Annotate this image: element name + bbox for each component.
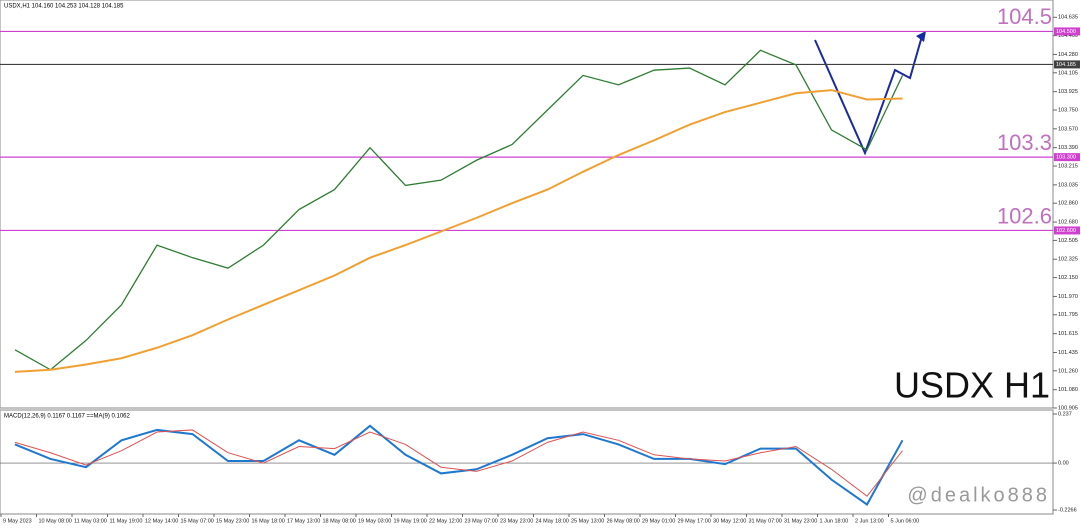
level-label-box bbox=[1054, 27, 1080, 36]
x-tick-label: 25 May 13:00 bbox=[571, 518, 604, 524]
series-line bbox=[14, 89, 903, 373]
y-tick-label: 101.080 bbox=[1058, 387, 1078, 393]
x-tick-label: 26 May 08:00 bbox=[607, 518, 640, 524]
y-tick-label: 103.035 bbox=[1058, 182, 1078, 188]
y-tick-label: 101.435 bbox=[1058, 350, 1078, 356]
y-tick-label: 103.570 bbox=[1058, 126, 1078, 132]
y-tick-label: 102.325 bbox=[1058, 257, 1078, 263]
series-line bbox=[14, 49, 904, 371]
x-tick-label: 29 May 01:00 bbox=[642, 518, 675, 524]
x-tick-label: 29 May 17:00 bbox=[678, 518, 711, 524]
x-tick-label: 31 May 23:00 bbox=[784, 518, 817, 524]
level-annotation: 103.3 bbox=[997, 130, 1052, 155]
chart-title: USDX H1 bbox=[894, 365, 1050, 406]
x-tick-label: 18 May 08:00 bbox=[323, 518, 356, 524]
x-tick-label: 23 May 23:00 bbox=[500, 518, 533, 524]
x-tick-label: 31 May 07:00 bbox=[749, 518, 782, 524]
x-tick-label: 11 May 03:00 bbox=[74, 518, 107, 524]
series-line bbox=[14, 429, 903, 497]
main-panel bbox=[0, 0, 1054, 409]
x-tick-label: 12 May 14:00 bbox=[145, 518, 178, 524]
y-tick-label: 101.970 bbox=[1058, 294, 1078, 300]
header: USDX,H1 104.160 104.253 104.128 104.185 bbox=[4, 4, 124, 10]
x-tick-label: 1 Jun 18:00 bbox=[820, 518, 849, 524]
level-label-box bbox=[1054, 226, 1080, 235]
macd-panel bbox=[0, 409, 1054, 515]
macd-tick-label: 0.237 bbox=[1058, 411, 1072, 417]
level-label-box bbox=[1054, 60, 1080, 69]
y-tick-label: 104.280 bbox=[1058, 52, 1078, 58]
y-tick-label: 102.150 bbox=[1058, 275, 1078, 281]
y-tick-label: 104.635 bbox=[1058, 15, 1078, 21]
y-tick-label: 103.215 bbox=[1058, 163, 1078, 169]
x-tick-label: 19 May 19:00 bbox=[394, 518, 427, 524]
level-annotation: 102.6 bbox=[997, 203, 1052, 228]
x-tick-label: 23 May 07:00 bbox=[465, 518, 498, 524]
macd-tick-label: 0.00 bbox=[1058, 461, 1069, 467]
x-tick-label: 5 Jun 06:00 bbox=[891, 518, 920, 524]
x-tick-label: 17 May 13:00 bbox=[287, 518, 320, 524]
y-tick-label: 103.925 bbox=[1058, 89, 1078, 95]
macd-title: MACD(12,26,9) 0.1167 0.1167 ==MA(9) 0.10… bbox=[4, 414, 131, 420]
x-tick-label: 15 May 23:00 bbox=[216, 518, 249, 524]
y-tick-label: 104.460 bbox=[1058, 33, 1078, 39]
y-tick-label: 101.260 bbox=[1058, 368, 1078, 374]
level-label: 104.185 bbox=[1056, 62, 1076, 68]
watermark: @dealko888 bbox=[907, 484, 1050, 506]
level-label: 102.600 bbox=[1056, 228, 1076, 234]
x-tick-label: 15 May 07:00 bbox=[181, 518, 214, 524]
x-tick-label: 11 May 19:00 bbox=[110, 518, 143, 524]
y-tick-label: 101.795 bbox=[1058, 312, 1078, 318]
y-tick-label: 103.750 bbox=[1058, 107, 1078, 113]
x-tick-label: 19 May 03:00 bbox=[358, 518, 391, 524]
y-tick-label: 104.105 bbox=[1058, 70, 1078, 76]
x-tick-label: 16 May 18:00 bbox=[252, 518, 285, 524]
series-line bbox=[14, 424, 904, 506]
y-tick-label: 102.505 bbox=[1058, 238, 1078, 244]
arrow-head bbox=[916, 31, 926, 42]
x-tick-label: 9 May 2023 bbox=[3, 518, 32, 524]
level-annotation: 104.5 bbox=[997, 4, 1052, 29]
x-tick-label: 24 May 18:00 bbox=[536, 518, 569, 524]
y-tick-label: 102.860 bbox=[1058, 201, 1078, 207]
x-tick-label: 10 May 08:00 bbox=[39, 518, 72, 524]
y-tick-label: 102.680 bbox=[1058, 220, 1078, 226]
level-label-box bbox=[1054, 153, 1080, 162]
y-tick-label: 101.615 bbox=[1058, 331, 1078, 337]
x-tick-label: 30 May 12:00 bbox=[713, 518, 746, 524]
x-tick-label: 2 Jun 13:00 bbox=[855, 518, 884, 524]
x-tick-label: 22 May 12:00 bbox=[429, 518, 462, 524]
macd-tick-label: -0.2266 bbox=[1058, 507, 1077, 513]
y-tick-label: 103.390 bbox=[1058, 145, 1078, 151]
level-label: 104.500 bbox=[1056, 29, 1076, 35]
y-tick-label: 100.905 bbox=[1058, 405, 1078, 411]
level-label: 103.300 bbox=[1056, 155, 1076, 161]
